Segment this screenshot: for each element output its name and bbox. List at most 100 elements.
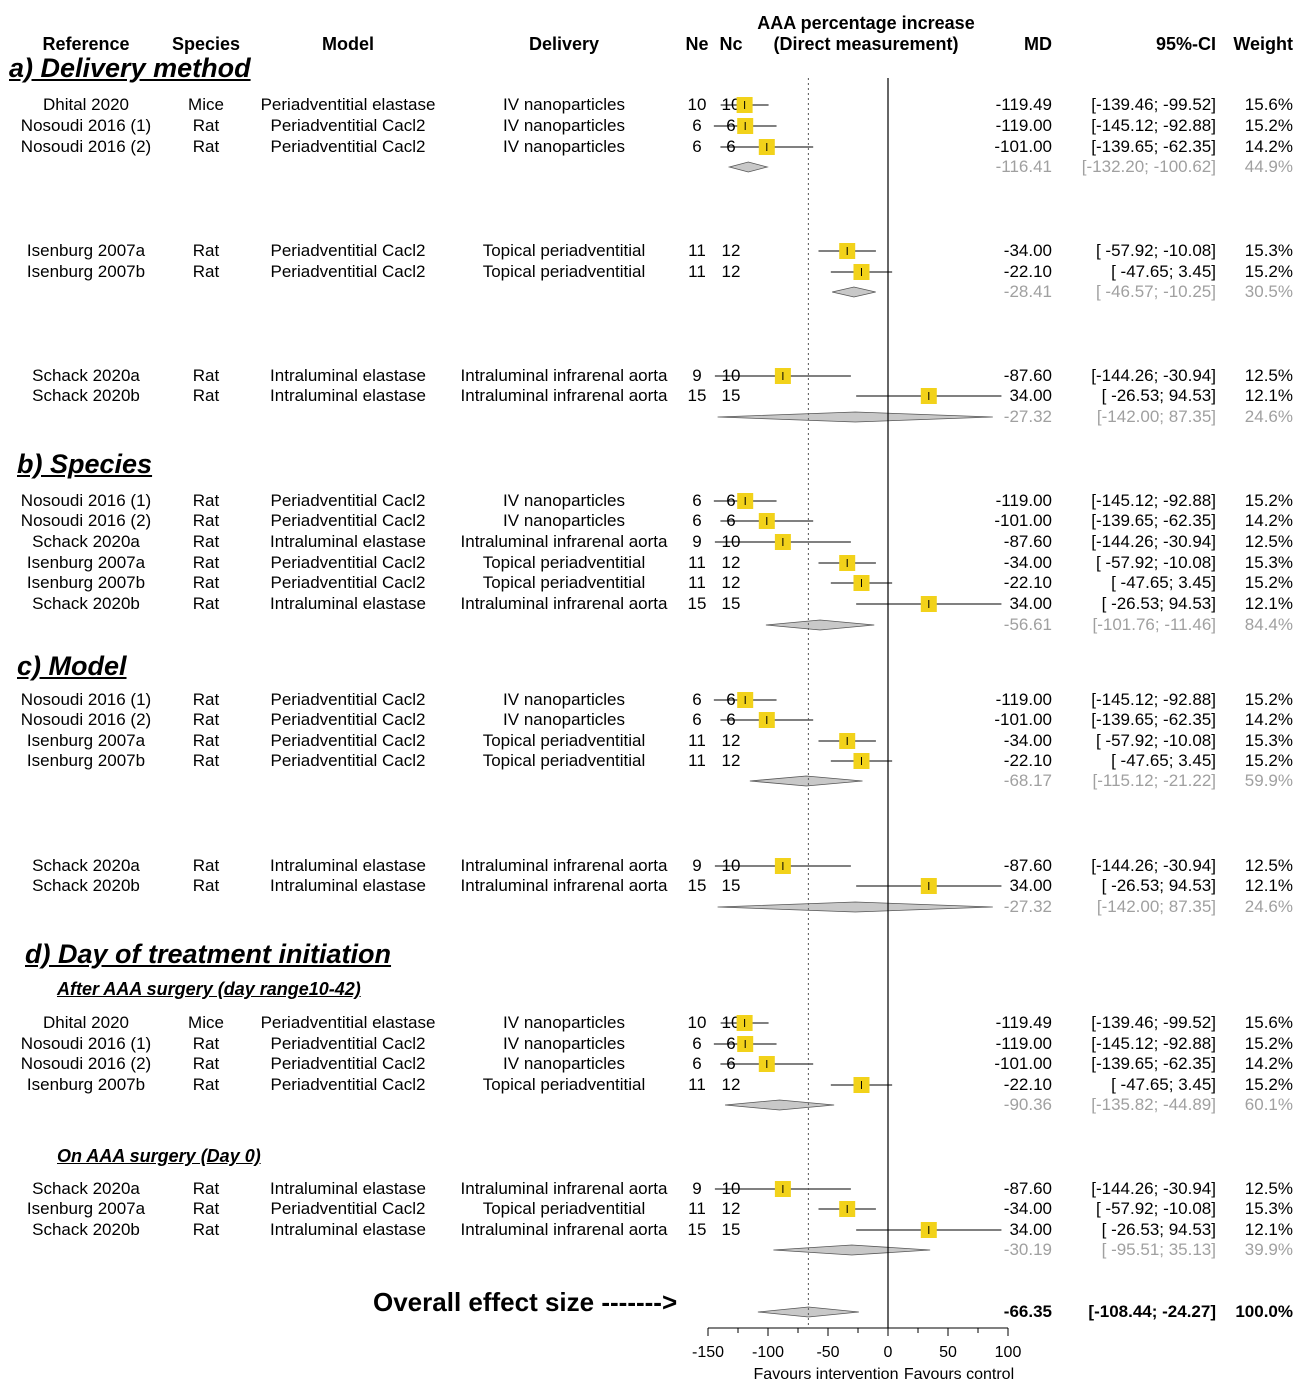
study-species: Rat — [192, 876, 220, 895]
study-ne: 11 — [688, 573, 706, 592]
study-model: Periadventitial Cacl2 — [270, 710, 426, 729]
study-reference: Schack 2020a — [32, 856, 140, 875]
study-model: Intraluminal elastase — [270, 856, 426, 875]
study-weight: 15.2% — [1244, 573, 1293, 592]
study-species: Rat — [192, 116, 220, 135]
study-weight: 15.3% — [1244, 241, 1293, 260]
study-ne: 6 — [692, 690, 702, 709]
study-delivery: Intraluminal infrarenal aorta — [460, 856, 668, 875]
overall-ci: [-108.44; -24.27] — [1088, 1302, 1216, 1321]
study-model: Intraluminal elastase — [270, 366, 426, 385]
axis-label-favours-intervention: Favours intervention — [753, 1366, 899, 1383]
study-weight: 12.5% — [1244, 856, 1293, 875]
study-ne: 9 — [692, 532, 702, 551]
study-md: -87.60 — [1003, 1179, 1052, 1198]
summary-weight: 39.9% — [1244, 1240, 1293, 1259]
study-ne: 9 — [692, 1179, 702, 1198]
study-species: Rat — [192, 1220, 220, 1239]
study-species: Rat — [192, 1199, 220, 1218]
study-nc: 15 — [721, 386, 741, 405]
study-ci: [-139.65; -62.35] — [1091, 1054, 1216, 1073]
summary-diamond — [765, 619, 875, 631]
summary-diamond — [773, 1244, 931, 1256]
study-model: Periadventitial Cacl2 — [270, 1199, 426, 1218]
study-ne: 15 — [687, 386, 707, 405]
study-model: Periadventitial elastase — [260, 95, 436, 114]
study-delivery: IV nanoparticles — [503, 95, 625, 114]
study-ne: 9 — [692, 856, 702, 875]
overall-diamond — [757, 1306, 859, 1318]
header-plot-title-line1: AAA percentage increase — [757, 13, 975, 33]
summary-weight: 60.1% — [1244, 1095, 1293, 1114]
study-weight: 12.5% — [1244, 366, 1293, 385]
summary-ci: [-135.82; -44.89] — [1091, 1095, 1216, 1114]
study-model: Periadventitial Cacl2 — [270, 116, 426, 135]
header-nc: Nc — [719, 34, 743, 54]
summary-md: -56.61 — [1003, 615, 1052, 634]
study-delivery: IV nanoparticles — [503, 1034, 625, 1053]
study-delivery: Intraluminal infrarenal aorta — [460, 1179, 668, 1198]
study-weight: 15.3% — [1244, 1199, 1293, 1218]
study-species: Rat — [192, 731, 220, 750]
study-weight: 15.2% — [1244, 262, 1293, 281]
study-weight: 15.2% — [1244, 690, 1293, 709]
study-nc: 12 — [721, 1075, 741, 1094]
summary-ci: [ -46.57; -10.25] — [1095, 282, 1216, 301]
study-ci: [ -26.53; 94.53] — [1101, 1220, 1216, 1239]
study-weight: 12.5% — [1244, 1179, 1293, 1198]
study-ci: [-139.65; -62.35] — [1091, 511, 1216, 530]
study-species: Rat — [192, 710, 220, 729]
study-species: Rat — [192, 532, 220, 551]
study-weight: 14.2% — [1244, 710, 1293, 729]
study-ne: 11 — [688, 262, 706, 281]
study-model: Periadventitial Cacl2 — [270, 511, 426, 530]
study-ci: [-139.46; -99.52] — [1091, 1013, 1216, 1032]
study-ne: 6 — [692, 137, 702, 156]
header-reference: Reference — [42, 34, 130, 54]
study-md: -22.10 — [1003, 573, 1052, 592]
study-md: 34.00 — [1009, 876, 1052, 895]
study-md: -22.10 — [1003, 262, 1052, 281]
summary-diamond — [717, 411, 993, 423]
header-ci: 95%-CI — [1155, 34, 1216, 54]
study-delivery: IV nanoparticles — [503, 511, 625, 530]
study-species: Mice — [188, 95, 224, 114]
study-reference: Isenburg 2007b — [26, 1075, 146, 1094]
study-ci: [-145.12; -92.88] — [1091, 116, 1216, 135]
study-reference: Isenburg 2007a — [26, 1199, 146, 1218]
study-md: -119.00 — [995, 690, 1052, 709]
study-reference: Isenburg 2007b — [26, 751, 146, 770]
overall-weight: 100.0% — [1235, 1302, 1293, 1321]
study-model: Periadventitial Cacl2 — [270, 573, 426, 592]
study-delivery: Topical periadventitial — [482, 1199, 646, 1218]
study-reference: Nosoudi 2016 (1) — [20, 491, 152, 510]
study-reference: Schack 2020b — [32, 1220, 140, 1239]
study-species: Rat — [192, 386, 220, 405]
summary-diamond — [727, 161, 769, 173]
study-weight: 15.2% — [1244, 491, 1293, 510]
study-model: Periadventitial Cacl2 — [270, 1054, 426, 1073]
study-ci: [-144.26; -30.94] — [1091, 366, 1216, 385]
study-species: Rat — [192, 137, 220, 156]
study-species: Rat — [192, 856, 220, 875]
study-reference: Schack 2020a — [32, 532, 140, 551]
study-ne: 9 — [692, 366, 702, 385]
study-ne: 11 — [688, 731, 706, 750]
study-md: -87.60 — [1003, 856, 1052, 875]
study-weight: 15.6% — [1244, 1013, 1293, 1032]
study-reference: Schack 2020b — [32, 876, 140, 895]
study-nc: 15 — [721, 876, 741, 895]
study-delivery: Topical periadventitial — [482, 553, 646, 572]
study-reference: Schack 2020b — [32, 594, 140, 613]
overall-md: -66.35 — [1003, 1302, 1052, 1321]
summary-md: -68.17 — [1003, 771, 1052, 790]
study-reference: Nosoudi 2016 (1) — [20, 116, 152, 135]
study-reference: Isenburg 2007b — [26, 262, 146, 281]
study-ne: 6 — [692, 491, 702, 510]
study-delivery: Topical periadventitial — [482, 241, 646, 260]
summary-md: -27.32 — [1003, 897, 1052, 916]
study-ci: [-145.12; -92.88] — [1091, 1034, 1216, 1053]
study-model: Intraluminal elastase — [270, 876, 426, 895]
study-ne: 11 — [688, 751, 706, 770]
study-model: Periadventitial Cacl2 — [270, 751, 426, 770]
